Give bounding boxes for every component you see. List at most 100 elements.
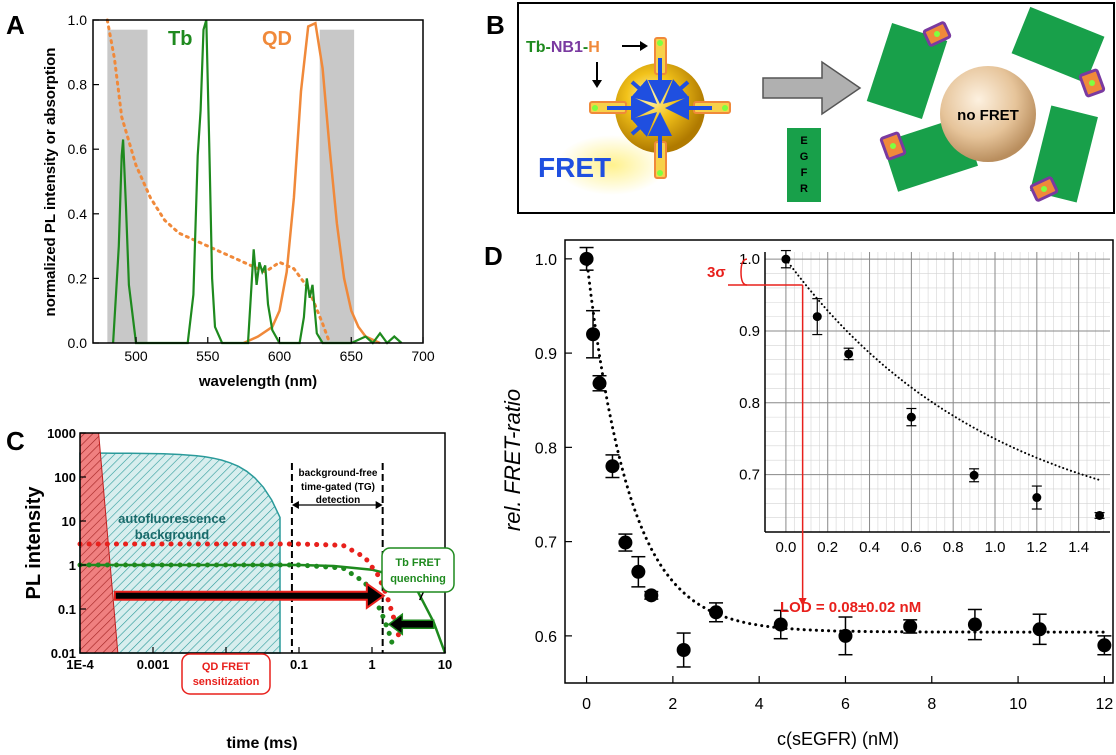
panel-a: A 500 550 600 650 700 0.0 0.2 0.4 0.6 0.8 1.0 wave… bbox=[6, 10, 435, 390]
inset-x-tick-label: 0.0 bbox=[775, 539, 796, 556]
panel-c-letter: C bbox=[6, 426, 25, 456]
qd-fret-box bbox=[181, 653, 271, 695]
y-tick-label: 0.6 bbox=[68, 141, 88, 157]
x-tick-label: 550 bbox=[196, 348, 220, 364]
filter-band-0 bbox=[107, 29, 148, 343]
lod-arrow-head bbox=[798, 598, 807, 606]
panel-b: B Tb-NB1-H bbox=[486, 2, 1115, 214]
construct-sep-1: - bbox=[546, 39, 551, 56]
panel-c-frame bbox=[79, 432, 446, 654]
data-point bbox=[773, 617, 788, 632]
process-arrow bbox=[762, 60, 862, 116]
x-tick-label: 500 bbox=[124, 348, 148, 364]
y-tick-label: 0.9 bbox=[535, 346, 557, 363]
svg-text:G: G bbox=[800, 151, 809, 163]
y-tick-label: 1 bbox=[69, 558, 76, 573]
inset-data-point bbox=[906, 412, 916, 422]
inset-data-point bbox=[844, 349, 854, 359]
panel-c-ylabel: PL intensity bbox=[23, 486, 45, 600]
y-tick-label: 0.1 bbox=[58, 602, 76, 617]
inset-y-tick-label: 0.7 bbox=[739, 467, 760, 484]
panel-a-letter: A bbox=[6, 10, 25, 40]
data-point bbox=[605, 459, 620, 474]
data-point bbox=[709, 605, 724, 620]
x-tick-label: 600 bbox=[268, 348, 292, 364]
y-tick-label: 0.2 bbox=[68, 270, 88, 286]
autofluorescence-area bbox=[79, 452, 281, 654]
svg-text:F: F bbox=[801, 167, 808, 179]
tb-fret-decay-line bbox=[77, 562, 397, 652]
panel-a-label-tb: Tb bbox=[168, 28, 192, 50]
tg-span-arrow-left bbox=[291, 501, 299, 509]
tb-fret-box bbox=[381, 547, 455, 593]
data-point bbox=[1032, 622, 1047, 637]
data-point bbox=[644, 588, 659, 603]
panel-a-frame bbox=[92, 19, 424, 344]
data-point bbox=[579, 251, 594, 266]
construct-label: Tb-NB1-H bbox=[526, 39, 648, 88]
tg-label-3: detection bbox=[316, 495, 360, 506]
panel-c-xlabel: time (ms) bbox=[226, 735, 297, 750]
tg-label-2: time-gated (TG) bbox=[301, 482, 375, 493]
filter-band-1 bbox=[319, 29, 355, 343]
tb-donor-stars bbox=[592, 40, 728, 176]
inset-y-tick-label: 1.0 bbox=[739, 251, 760, 268]
x-tick-label: 0.001 bbox=[137, 657, 170, 672]
fret-glow bbox=[557, 135, 667, 195]
y-tick-label: 0.0 bbox=[68, 335, 88, 351]
panel-b-letter: B bbox=[486, 10, 505, 40]
panel-d-xlabel: c(sEGFR) (nM) bbox=[777, 729, 899, 749]
construct-h: H bbox=[588, 39, 600, 56]
tg-label-1: background-free bbox=[299, 468, 378, 479]
x-tick-label: 4 bbox=[755, 696, 764, 713]
panel-a-xlabel: wavelength (nm) bbox=[198, 373, 317, 390]
panel-d: D 0 2 4 6 8 10 12 0.6 0.7 0.8 0.9 1.0 c(sEGFR) (nM)… bbox=[484, 239, 1114, 749]
construct-tb: Tb bbox=[526, 39, 546, 56]
x-tick-label: 1 bbox=[368, 657, 375, 672]
inset-x-tick-label: 0.6 bbox=[901, 539, 922, 556]
inset-x-tick-label: 1.0 bbox=[985, 539, 1006, 556]
inset-fit-curve bbox=[784, 258, 1101, 481]
panel-a-ylabel: normalized PL intensity or absorption bbox=[42, 48, 59, 317]
data-point bbox=[1097, 638, 1112, 653]
inset-x-tick-label: 1.2 bbox=[1026, 539, 1047, 556]
data-point bbox=[618, 535, 633, 550]
y-tick-label: 0.01 bbox=[51, 646, 76, 661]
x-tick-label: 1E-4 bbox=[66, 657, 94, 672]
data-point bbox=[586, 327, 601, 342]
svg-text:E: E bbox=[800, 135, 807, 147]
autofluorescence-label-2: background bbox=[135, 527, 209, 542]
data-point bbox=[592, 376, 607, 391]
no-fret-label: no FRET bbox=[957, 107, 1019, 124]
y-tick-label: 1.0 bbox=[68, 12, 88, 28]
x-tick-label: 8 bbox=[927, 696, 936, 713]
y-tick-label: 0.4 bbox=[68, 206, 88, 222]
x-tick-label: 0.1 bbox=[290, 657, 308, 672]
x-tick-label: 6 bbox=[841, 696, 850, 713]
y-tick-label: 10 bbox=[62, 514, 76, 529]
x-tick-label: 12 bbox=[1095, 696, 1113, 713]
y-tick-label: 0.8 bbox=[535, 440, 557, 457]
lod-label: LOD = 0.08±0.02 nM bbox=[780, 599, 921, 616]
x-tick-label: 650 bbox=[340, 348, 364, 364]
inset-y-tick-label: 0.8 bbox=[739, 395, 760, 412]
panel-d-frame bbox=[564, 239, 1114, 684]
construct-arrow-right-head bbox=[640, 41, 648, 51]
x-tick-label: 700 bbox=[411, 348, 435, 364]
fret-arrows bbox=[607, 58, 712, 158]
inset-data-point bbox=[781, 254, 791, 264]
qd-nanoparticle-unbound bbox=[940, 66, 1036, 162]
sigma-label: 3σ bbox=[707, 264, 726, 281]
qd-fret-label-2: sensitization bbox=[193, 676, 260, 688]
y-tick-label: 0.6 bbox=[535, 629, 557, 646]
y-tick-label: 1.0 bbox=[535, 252, 557, 269]
inset-data-point bbox=[969, 470, 979, 480]
x-tick-label: 2 bbox=[668, 696, 677, 713]
inset-x-tick-label: 1.4 bbox=[1068, 539, 1089, 556]
inset-background bbox=[765, 252, 1110, 532]
svg-text:R: R bbox=[800, 183, 808, 195]
inset-data-point bbox=[1032, 493, 1042, 503]
y-tick-label: 0.7 bbox=[535, 535, 557, 552]
